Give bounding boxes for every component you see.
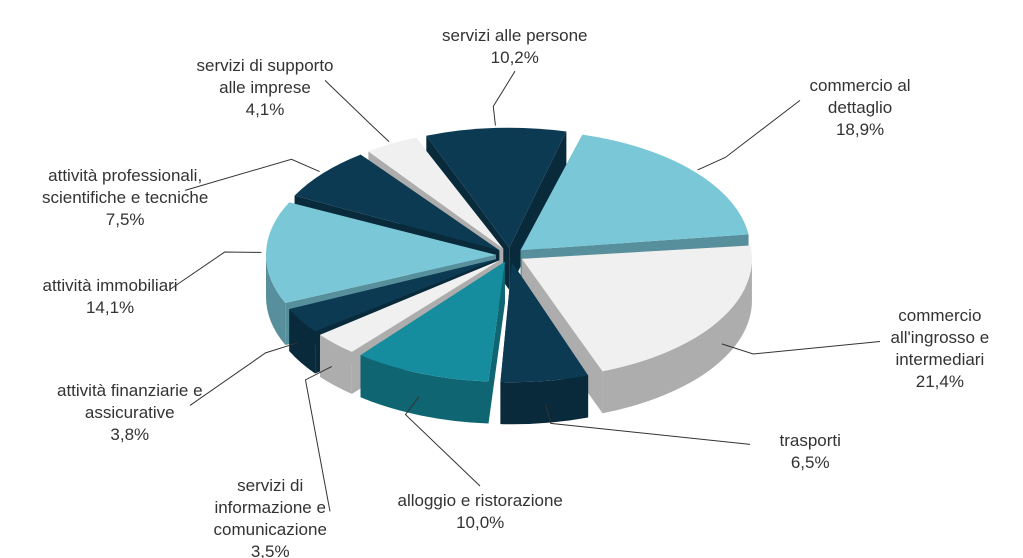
leader-line [190, 343, 297, 405]
leader-line [170, 252, 261, 289]
pie-svg [0, 0, 1023, 558]
leader-line [493, 71, 515, 125]
leader-line [185, 159, 320, 190]
pie-slice-rim [500, 375, 588, 424]
leader-line [698, 100, 800, 170]
leader-line [325, 80, 389, 141]
pie-chart-3d: commercio al dettaglio 18,9%commercio al… [0, 0, 1023, 558]
leader-line [305, 366, 331, 511]
leader-line [722, 341, 880, 353]
